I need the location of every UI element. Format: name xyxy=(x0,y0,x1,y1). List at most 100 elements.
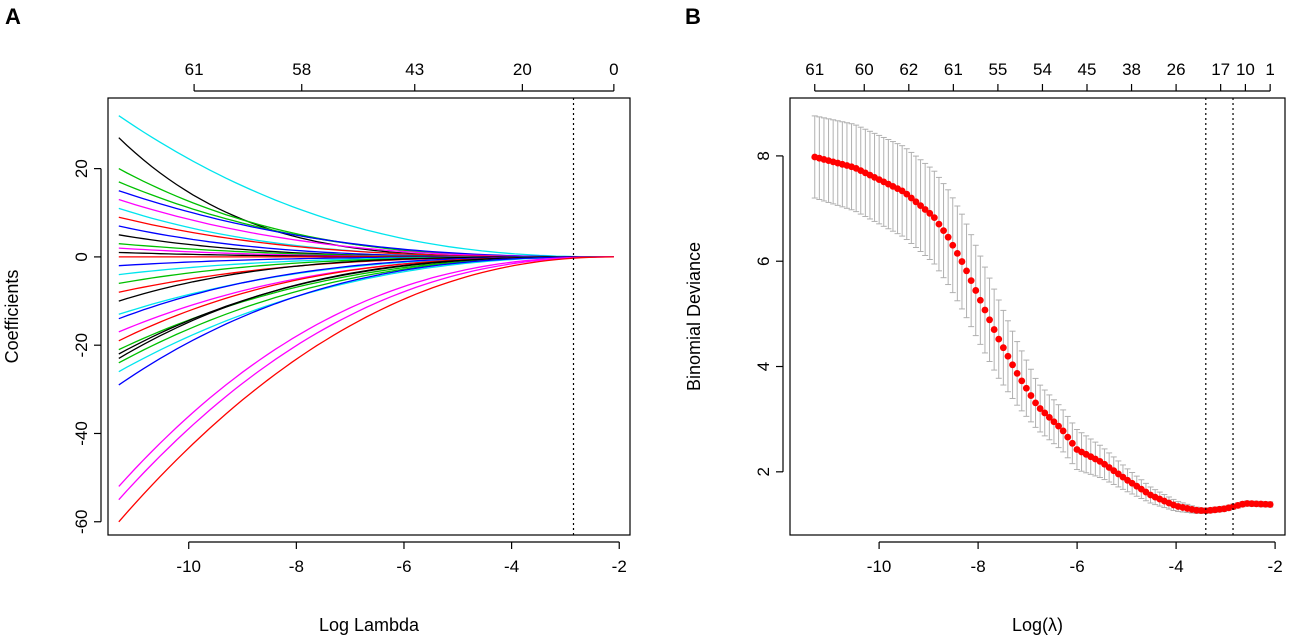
deviance-point xyxy=(1064,433,1072,441)
plot-frame-a xyxy=(107,97,631,536)
top-tick-label: 62 xyxy=(899,60,918,79)
top-tick-label: 55 xyxy=(988,60,1007,79)
deviance-point xyxy=(1059,427,1067,435)
y-tick-label: -60 xyxy=(72,509,91,534)
deviance-point xyxy=(903,190,911,198)
deviance-point xyxy=(907,194,915,202)
x-tick-label: -2 xyxy=(1268,557,1283,576)
coefficient-line-s28 xyxy=(118,256,614,373)
deviance-point xyxy=(1027,392,1035,399)
deviance-point xyxy=(1004,352,1012,360)
y-tick-label: 0 xyxy=(72,252,91,261)
x-tick-label: -8 xyxy=(971,557,986,576)
y-tick-label: -20 xyxy=(72,333,91,358)
top-tick-label: 10 xyxy=(1236,60,1255,79)
top-tick-label: 1 xyxy=(1265,60,1274,79)
x-tick-label: -6 xyxy=(1070,557,1085,576)
coefficient-paths xyxy=(118,115,614,523)
y-axis-b: 2 4 6 8 xyxy=(754,151,784,477)
deviance-point xyxy=(1045,413,1053,421)
panel-letter-b: B xyxy=(685,4,701,29)
deviance-point xyxy=(976,296,984,304)
coefficient-line-s30 xyxy=(118,256,614,487)
x-axis-a: -10 -8 -6 -4 -2 xyxy=(176,541,627,576)
x-tick-label: -10 xyxy=(176,557,201,576)
deviance-point xyxy=(1032,399,1039,407)
y-tick-label: 8 xyxy=(754,151,773,160)
deviance-point xyxy=(986,316,993,324)
deviance-point xyxy=(1018,377,1026,385)
coefficient-line-s29 xyxy=(118,256,614,386)
deviance-point xyxy=(1013,369,1021,377)
plot-frame-b xyxy=(789,97,1286,536)
deviance-point xyxy=(1036,405,1044,412)
cross-validation-plot: -10 -8 -6 -4 -2 2 4 6 8 61 60 62 61 55 54 45 38 26 17 10 1… xyxy=(684,60,1286,635)
x-tick-label: -6 xyxy=(396,557,411,576)
top-tick-label: 43 xyxy=(405,60,424,79)
coefficient-line-s20 xyxy=(118,256,614,315)
y-tick-label: 20 xyxy=(72,159,91,178)
deviance-point xyxy=(1022,384,1030,392)
x-axis-title-b: Log(λ) xyxy=(1012,615,1063,635)
deviance-point xyxy=(953,249,961,257)
top-tick-label: 61 xyxy=(805,60,824,79)
deviance-point xyxy=(1068,439,1076,447)
top-tick-label: 0 xyxy=(609,60,618,79)
deviance-point xyxy=(972,287,980,294)
y-tick-label: 2 xyxy=(754,467,773,476)
deviance-point xyxy=(1009,361,1016,369)
deviance-point xyxy=(917,202,924,210)
x-tick-label: -2 xyxy=(612,557,627,576)
deviance-point xyxy=(981,306,989,314)
top-tick-label: 61 xyxy=(944,60,963,79)
top-tick-label: 26 xyxy=(1167,60,1186,79)
coefficient-line-s23 xyxy=(118,256,614,342)
deviance-point xyxy=(940,227,947,235)
x-axis-b: -10 -8 -6 -4 -2 xyxy=(867,541,1283,576)
y-axis-title-b: Binomial Deviance xyxy=(684,242,704,391)
coefficient-path-plot: -10 -8 -6 -4 -2 20 0 -20 -40 -60 61 58 43 20 0 Log L… xyxy=(2,60,631,635)
coefficient-line-s8 xyxy=(118,216,614,258)
coefficient-line-s5 xyxy=(118,190,614,258)
panel-letter-a: A xyxy=(5,4,21,29)
deviance-point xyxy=(1055,422,1062,430)
y-tick-label: -40 xyxy=(72,421,91,446)
deviance-point xyxy=(1266,501,1274,508)
deviance-points xyxy=(811,153,1274,515)
deviance-point xyxy=(995,335,1003,343)
top-tick-label: 58 xyxy=(292,60,311,79)
x-tick-label: -4 xyxy=(504,557,519,576)
deviance-point xyxy=(999,344,1007,352)
lambda-vertical-lines xyxy=(1205,98,1234,535)
top-tick-label: 38 xyxy=(1122,60,1141,79)
top-tick-label: 60 xyxy=(855,60,874,79)
top-axis-b: 61 60 62 61 55 54 45 38 26 17 10 1 xyxy=(805,60,1275,92)
deviance-point xyxy=(930,214,938,221)
deviance-point xyxy=(963,267,970,275)
x-tick-label: -4 xyxy=(1169,557,1184,576)
deviance-point xyxy=(990,326,998,333)
y-axis-a: 20 0 -20 -40 -60 xyxy=(72,159,102,534)
deviance-point xyxy=(1041,409,1049,417)
y-axis-title-a: Coefficients xyxy=(2,270,22,364)
y-tick-label: 6 xyxy=(754,256,773,265)
deviance-point xyxy=(921,206,929,213)
deviance-point xyxy=(912,198,920,206)
top-axis-a: 61 58 43 20 0 xyxy=(185,60,619,92)
coefficient-line-s1 xyxy=(118,115,614,258)
x-tick-label: -10 xyxy=(867,557,892,576)
top-tick-label: 17 xyxy=(1211,60,1230,79)
deviance-point xyxy=(935,220,943,228)
error-bars xyxy=(811,115,1274,514)
deviance-point xyxy=(926,209,934,217)
x-axis-title-a: Log Lambda xyxy=(319,615,420,635)
x-tick-label: -8 xyxy=(289,557,304,576)
deviance-point xyxy=(958,258,966,265)
deviance-point xyxy=(944,233,952,241)
top-tick-label: 20 xyxy=(513,60,532,79)
y-tick-label: 4 xyxy=(754,362,773,371)
top-tick-label: 61 xyxy=(185,60,204,79)
deviance-point xyxy=(949,241,957,249)
coefficient-line-s32 xyxy=(118,256,614,523)
